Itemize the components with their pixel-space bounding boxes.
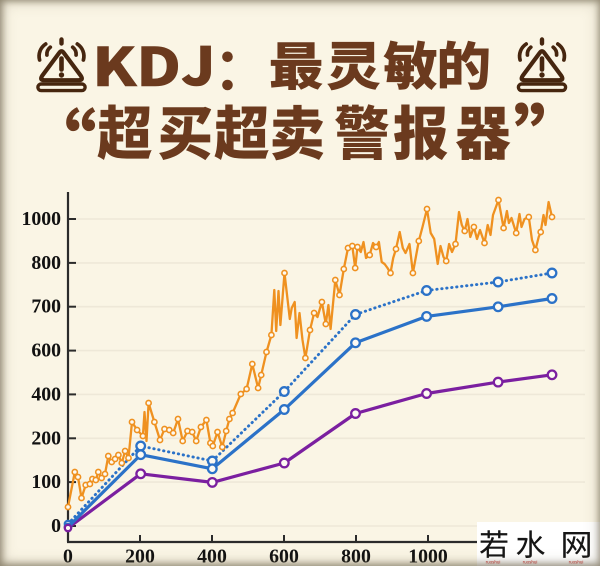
svg-text:800: 800 [31, 252, 61, 274]
svg-text:1000: 1000 [21, 208, 61, 230]
svg-text:ruoshui: ruoshui [523, 560, 538, 565]
svg-text:200: 200 [125, 546, 155, 566]
svg-text:ruoshui: ruoshui [486, 560, 501, 565]
svg-text:800: 800 [341, 546, 371, 566]
svg-text:0: 0 [63, 546, 73, 566]
svg-text:600: 600 [31, 340, 61, 362]
svg-text:400: 400 [31, 383, 61, 405]
svg-text:600: 600 [269, 546, 299, 566]
svg-text:0: 0 [51, 515, 61, 537]
svg-text:700: 700 [31, 296, 61, 318]
svg-text:100: 100 [31, 471, 61, 493]
svg-text:1000: 1000 [408, 546, 448, 566]
svg-text:ruoshui: ruoshui [569, 560, 584, 565]
svg-text:200: 200 [31, 427, 61, 449]
svg-text:400: 400 [197, 546, 227, 566]
